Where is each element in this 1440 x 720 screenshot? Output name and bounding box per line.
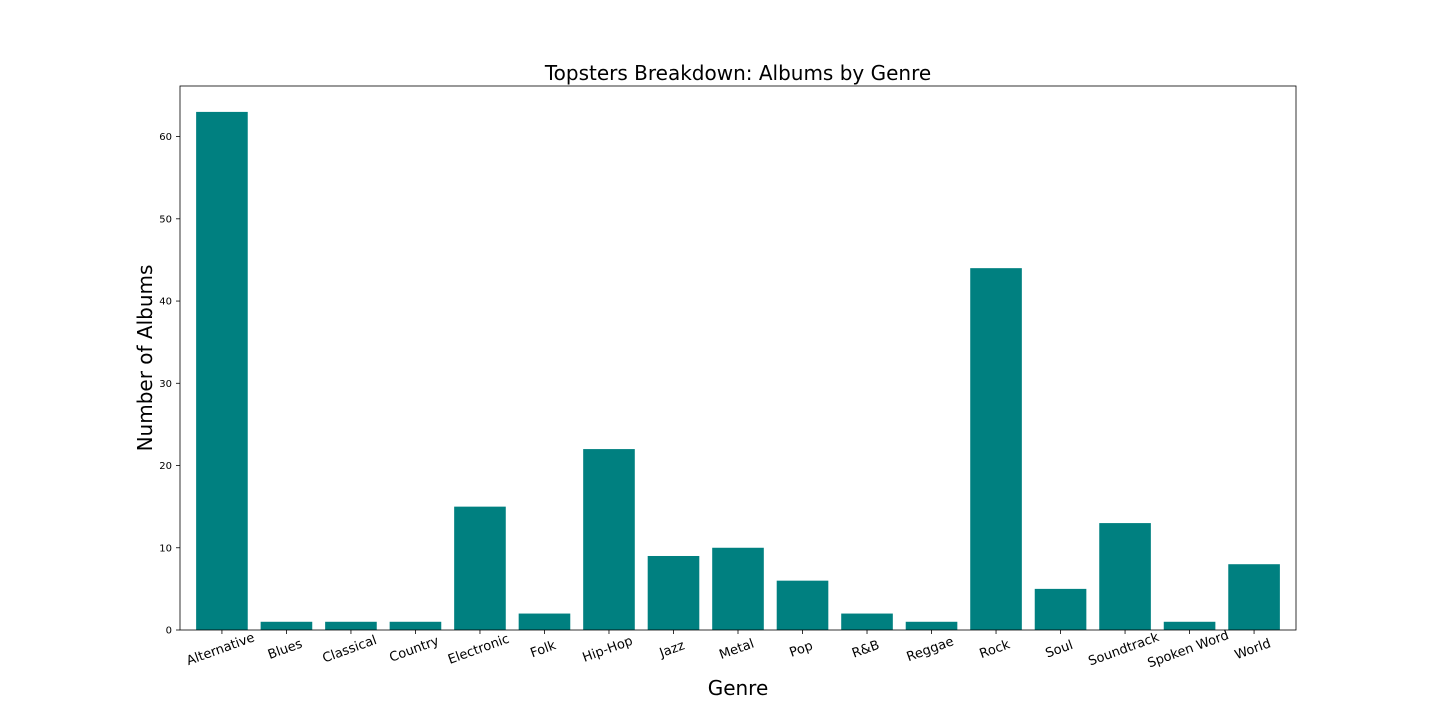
bar-spoken-word bbox=[1163, 621, 1216, 630]
y-tick-label: 50 bbox=[159, 214, 172, 225]
bar-metal bbox=[712, 547, 764, 630]
bar-alternative bbox=[196, 111, 248, 630]
x-tick-label: Metal bbox=[717, 637, 756, 663]
y-tick-label: 40 bbox=[159, 297, 172, 308]
bar-pop bbox=[776, 580, 829, 630]
plot-area-frame bbox=[179, 85, 1297, 631]
x-tick-label: Pop bbox=[788, 639, 815, 661]
bar-country bbox=[389, 621, 442, 630]
y-axis-ticks: 0 10 20 30 40 50 60 bbox=[159, 132, 180, 637]
x-tick-label: Hip-Hop bbox=[581, 634, 635, 666]
x-tick-label: World bbox=[1233, 636, 1273, 663]
chart-title: Topsters Breakdown: Albums by Genre bbox=[544, 61, 931, 85]
x-axis-ticks: Alternative Blues Classical Country Electron… bbox=[185, 628, 1273, 671]
x-tick-label: Folk bbox=[528, 638, 558, 661]
bar-folk bbox=[518, 613, 571, 630]
x-axis-label: Genre bbox=[708, 676, 769, 700]
y-tick-label: 60 bbox=[159, 132, 172, 143]
y-tick-label: 30 bbox=[159, 379, 172, 390]
x-tick-label: Country bbox=[387, 634, 441, 666]
bar-soul bbox=[1034, 588, 1087, 630]
x-tick-label: R&B bbox=[850, 638, 882, 662]
bar-jazz bbox=[647, 555, 700, 630]
bar-classical bbox=[325, 621, 377, 630]
y-tick-label: 10 bbox=[159, 543, 172, 554]
y-tick-label: 20 bbox=[159, 461, 172, 472]
bar-world bbox=[1228, 564, 1280, 630]
x-tick-label: Classical bbox=[321, 633, 379, 666]
bar-reggae bbox=[905, 621, 958, 630]
x-tick-label: Alternative bbox=[185, 630, 257, 668]
x-tick-label: Jazz bbox=[657, 638, 687, 661]
x-tick-label: Soul bbox=[1044, 638, 1076, 662]
x-tick-label: Blues bbox=[266, 637, 305, 663]
bar-r-b bbox=[841, 613, 893, 630]
bar-rock bbox=[970, 268, 1022, 630]
x-tick-label: Reggae bbox=[905, 634, 956, 665]
x-tick-label: Spoken Word bbox=[1146, 628, 1231, 671]
bars-group bbox=[196, 111, 1280, 630]
x-tick-label: Electronic bbox=[446, 632, 511, 668]
bar-hip-hop bbox=[583, 449, 635, 630]
y-tick-label: 0 bbox=[166, 626, 172, 637]
bar-electronic bbox=[454, 506, 506, 630]
y-axis-label: Number of Albums bbox=[133, 265, 157, 452]
x-tick-label: Rock bbox=[978, 637, 1013, 662]
bar-blues bbox=[260, 621, 313, 630]
bar-soundtrack bbox=[1099, 523, 1151, 630]
